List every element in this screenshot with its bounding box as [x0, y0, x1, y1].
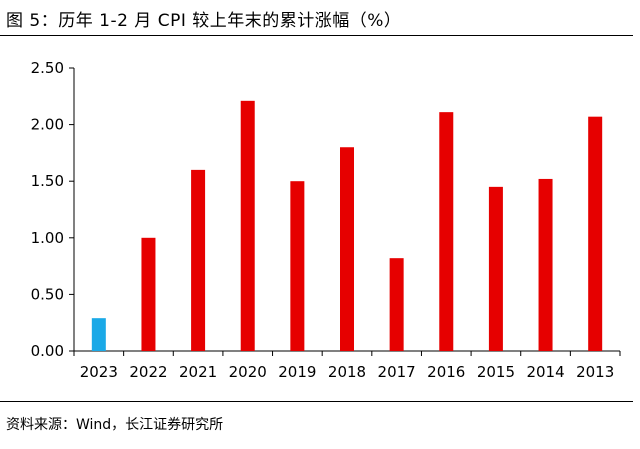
x-tick-label: 2021	[179, 363, 217, 381]
y-axis: 0.00 0.50 1.00 1.50 2.00 2.50	[31, 59, 75, 360]
x-tick-label: 2018	[328, 363, 366, 381]
bar-2017	[389, 258, 404, 351]
bar-2019	[290, 181, 305, 351]
x-tick-label: 2013	[576, 363, 614, 381]
y-tick-label: 1.50	[31, 172, 64, 190]
y-tick-label: 0.00	[31, 342, 64, 360]
chart-title: 图 5：历年 1-2 月 CPI 较上年末的累计涨幅（%）	[6, 11, 402, 31]
y-tick-label: 2.50	[31, 59, 64, 77]
bottom-rule	[0, 401, 633, 402]
bar-2021	[191, 169, 206, 351]
bar-2020	[240, 100, 255, 351]
x-tick-label: 2022	[129, 363, 167, 381]
bar-2016	[439, 112, 454, 351]
x-tick-label: 2015	[477, 363, 515, 381]
x-tick-label: 2017	[378, 363, 416, 381]
y-tick-label: 2.00	[31, 116, 64, 134]
bar-2015	[488, 186, 503, 351]
y-tick-label: 0.50	[31, 285, 64, 303]
x-tick-label: 2014	[526, 363, 564, 381]
bar-2022	[141, 237, 156, 351]
top-rule	[0, 35, 633, 36]
x-tick-label: 2020	[229, 363, 267, 381]
bar-2023	[91, 318, 106, 351]
source-note: 资料来源：Wind，长江证券研究所	[6, 417, 224, 433]
x-axis: 2023 2022 2021 2020 2019 2018 2017 2016 2015 2014…	[73, 350, 621, 381]
bar-2014	[538, 178, 553, 351]
bar-2013	[588, 116, 603, 352]
y-tick-label: 1.00	[31, 229, 64, 247]
x-tick-label: 2019	[278, 363, 316, 381]
bar-2018	[340, 147, 354, 351]
bar-chart: 0.000.501.001.502.002.50 2023 2022 2021 202…	[31, 59, 621, 381]
x-tick-label: 2023	[80, 363, 118, 381]
x-tick-label: 2016	[427, 363, 465, 381]
bars	[91, 100, 603, 352]
